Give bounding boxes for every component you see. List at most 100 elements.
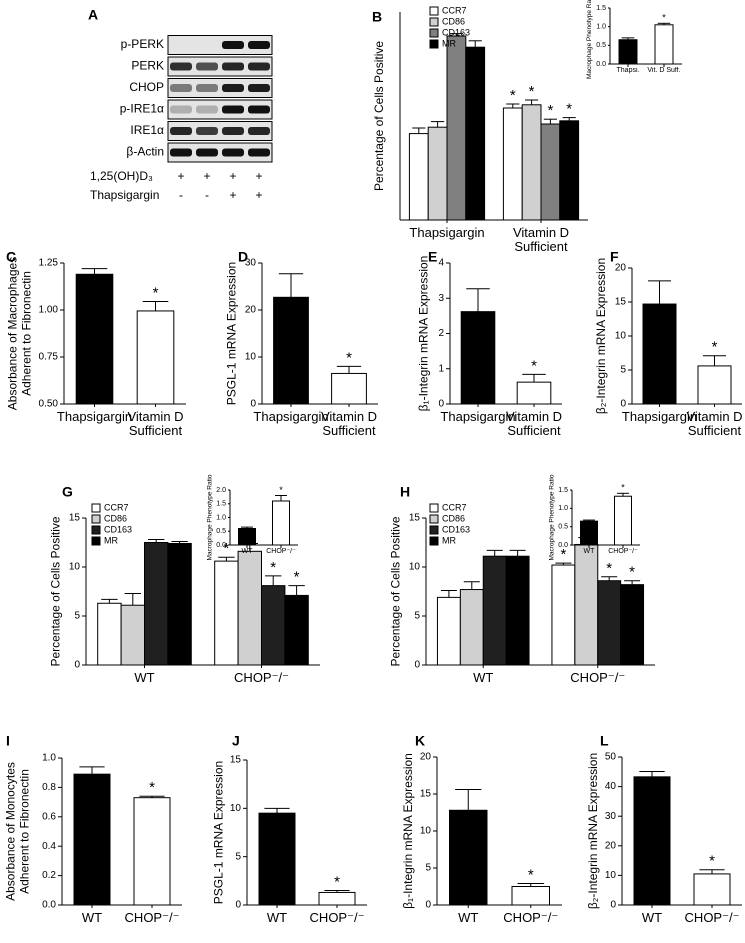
- y-tick-label: 15: [409, 513, 421, 524]
- significance-star: *: [606, 560, 612, 577]
- y-tick-label: 0.2: [42, 870, 56, 881]
- x-tick-label: Thapsi.: [616, 67, 640, 74]
- y-tick-label: 0: [610, 900, 616, 911]
- treatment-sign: +: [177, 169, 184, 183]
- x-tick-label: CHOP⁻/⁻: [503, 911, 559, 925]
- y-tick-label: 10: [615, 331, 627, 342]
- y-tick-label: 0.8: [42, 782, 56, 793]
- blot-row-label: β-Actin: [126, 145, 164, 159]
- x-tick-label-box: Vitamin D Sufficient: [686, 410, 742, 438]
- legend-swatch: [91, 536, 101, 546]
- x-tick-label-box: Vitamin D Sufficient: [127, 410, 183, 438]
- blot-band: [248, 148, 270, 157]
- y-axis-label: Absorbance of Monocytes Adherent to Fibr…: [3, 762, 31, 901]
- blot-band: [222, 62, 244, 71]
- x-tick-label-box: Thapsigargin: [56, 410, 133, 424]
- blot-frame: [167, 78, 273, 98]
- legend-swatch: [429, 525, 439, 535]
- legend-swatch: [91, 514, 101, 524]
- y-tick-label: 0.5: [558, 524, 568, 531]
- x-tick-label-box: WT: [134, 671, 154, 685]
- y-axis-label: Macrophage Phenotype Ratio: [586, 0, 594, 80]
- panel-label: D: [238, 249, 248, 265]
- significance-star: *: [223, 540, 229, 557]
- y-tick-label: 15: [420, 789, 432, 800]
- y-tick-label: 50: [605, 752, 617, 763]
- significance-star: *: [566, 101, 572, 118]
- legend-swatch: [429, 6, 439, 16]
- y-tick-label: 0: [438, 399, 444, 410]
- blot-band: [222, 127, 244, 135]
- panel-label: F: [610, 249, 619, 265]
- y-axis-label: Percentage of Cells Positive: [372, 40, 387, 192]
- legend-label: CD163: [442, 524, 470, 534]
- blot-band: [196, 62, 218, 71]
- x-tick-label-box: CHOP⁻/⁻: [234, 671, 289, 685]
- y-tick-label: 5: [414, 611, 420, 622]
- significance-star: *: [149, 779, 155, 796]
- blot-row-label: p-PERK: [121, 37, 164, 51]
- x-tick-label-box: Vitamin D Sufficient: [512, 226, 570, 255]
- blot-band: [170, 127, 192, 135]
- x-tick-label: WT: [81, 911, 103, 925]
- x-tick-label-box: CHOP⁻/⁻: [266, 548, 296, 555]
- blot-band: [222, 105, 244, 114]
- y-axis-label: β₂-Integrin mRNA Expression: [594, 257, 609, 415]
- significance-star: *: [709, 853, 715, 870]
- blot-band: [170, 105, 192, 114]
- significance-star: *: [294, 569, 300, 586]
- legend-swatch: [429, 514, 439, 524]
- significance-star: *: [334, 873, 340, 890]
- treatment-label: 1,25(OH)D₃: [90, 169, 153, 183]
- legend-label: CCR7: [442, 5, 467, 15]
- bar: [551, 564, 576, 666]
- significance-star: *: [279, 485, 283, 495]
- x-tick-label: WT: [241, 548, 253, 555]
- significance-star: *: [547, 102, 553, 119]
- legend-swatch: [429, 28, 439, 38]
- y-axis-label-box: PSGL-1 mRNA Expression: [224, 262, 238, 405]
- significance-star: *: [153, 285, 159, 302]
- y-tick-label: 10: [605, 870, 617, 881]
- y-tick-label: 20: [615, 263, 627, 274]
- x-tick-label: CHOP⁻/⁻: [266, 548, 296, 555]
- bar: [459, 589, 484, 666]
- bar: [633, 776, 671, 906]
- panel-label: A: [88, 7, 98, 23]
- bar: [214, 560, 239, 666]
- x-tick-label: Thapsigargin: [56, 410, 133, 424]
- y-tick-label: 20: [245, 305, 257, 316]
- y-tick-label: 1.5: [558, 487, 568, 494]
- x-tick-label: Vitamin D Sufficient: [320, 410, 378, 439]
- y-tick-label: 3: [438, 293, 444, 304]
- blot-band: [248, 84, 270, 92]
- x-tick-label: Vitamin D Sufficient: [512, 226, 570, 255]
- y-tick-label: 0: [425, 900, 431, 911]
- blot-band: [248, 62, 270, 71]
- bar: [133, 797, 171, 906]
- y-tick-label: 1.0: [42, 753, 56, 764]
- y-axis-label: Absorbance of Macrophages Adherent to Fi…: [5, 256, 33, 411]
- significance-star: *: [531, 357, 537, 374]
- bar: [167, 542, 192, 666]
- y-tick-label: 1.5: [216, 501, 226, 508]
- bar: [427, 126, 448, 221]
- x-tick-label: Thapsigargin: [253, 410, 329, 424]
- x-tick-label: CHOP⁻/⁻: [234, 671, 289, 685]
- y-axis-label-box: β₂-Integrin mRNA Expression: [586, 753, 600, 909]
- y-axis-label: PSGL-1 mRNA Expression: [211, 760, 226, 905]
- blot-band: [196, 148, 218, 157]
- x-tick-label-box: WT: [267, 911, 287, 925]
- bar: [597, 580, 622, 666]
- bar: [318, 891, 356, 906]
- y-axis-label-box: β₁-Integrin mRNA Expression: [401, 753, 415, 909]
- significance-star: *: [346, 349, 352, 366]
- panel-label: L: [600, 733, 609, 749]
- bar: [482, 555, 507, 666]
- x-tick-label-box: Vitamin D Sufficient: [506, 410, 562, 438]
- blot-band: [222, 148, 244, 157]
- y-tick-label: 0.4: [42, 841, 56, 852]
- x-tick-label: CHOP⁻/⁻: [124, 911, 180, 925]
- x-tick-label: CHOP⁻/⁻: [608, 548, 638, 555]
- legend-swatch: [429, 536, 439, 546]
